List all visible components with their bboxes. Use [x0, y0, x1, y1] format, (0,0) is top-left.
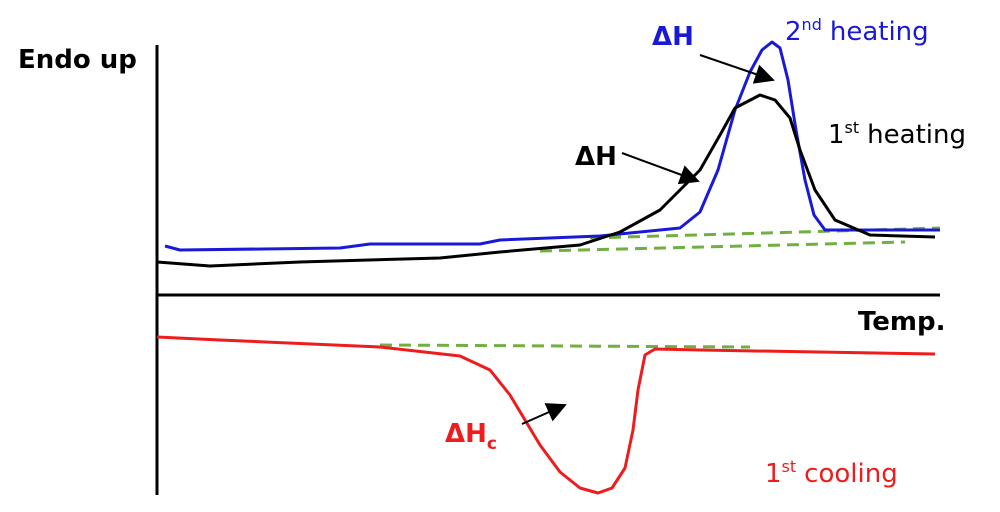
number: 2: [785, 17, 802, 47]
arrow: [521, 403, 567, 425]
subscript: c: [487, 434, 497, 454]
text: heating: [867, 120, 966, 150]
arrow: [621, 152, 700, 185]
first-cooling-curve: [156, 335, 936, 495]
x-axis-label: Temp.: [858, 307, 946, 337]
number: 1: [765, 459, 782, 489]
suffix: st: [782, 457, 797, 476]
delta-h-label: ΔHc: [445, 419, 497, 454]
second-heating-curve: [164, 40, 940, 252]
curve-label: 1st heating: [828, 118, 966, 150]
baseline-cooling: [379, 343, 751, 349]
curve-label: 2nd heating: [785, 15, 929, 47]
y-axis-label: Endo up: [18, 45, 137, 75]
first-heating-curve: [156, 93, 936, 268]
delta-h-label: ΔH: [575, 142, 617, 172]
delta-h-label: ΔH: [652, 22, 694, 52]
number: 1: [828, 120, 845, 150]
suffix: st: [845, 118, 860, 137]
text: heating: [830, 17, 929, 47]
curve-label: 1st cooling: [765, 457, 898, 489]
delta: ΔH: [445, 419, 487, 449]
baseline-first-heating: [539, 240, 906, 253]
arrow: [699, 54, 775, 84]
text: cooling: [804, 459, 898, 489]
suffix: nd: [802, 15, 822, 34]
